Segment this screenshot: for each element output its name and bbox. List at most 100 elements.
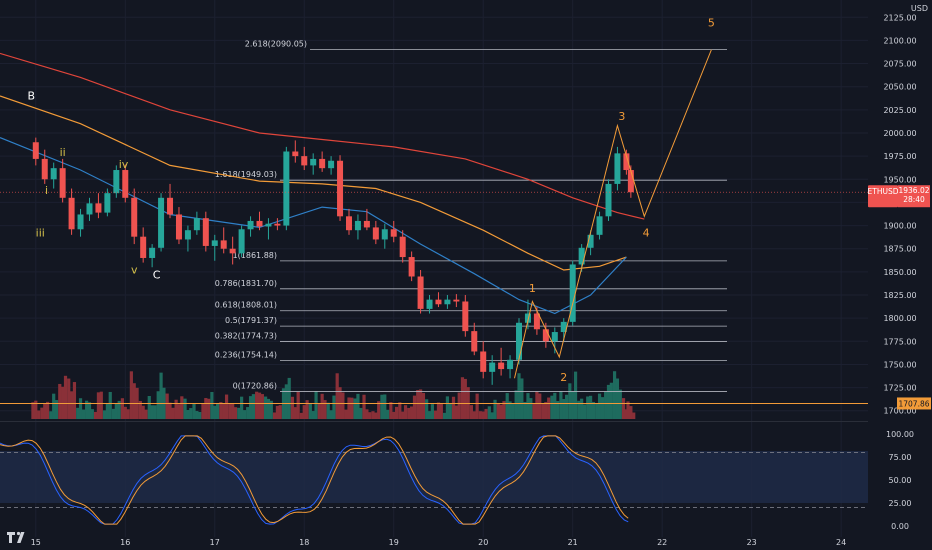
volume-bar (425, 399, 429, 419)
candle-body (265, 223, 272, 227)
candle-body (533, 313, 540, 330)
volume-bar (192, 403, 196, 419)
volume-bar (207, 398, 211, 419)
volume-bar (317, 402, 321, 419)
volume-bar (621, 398, 626, 419)
volume-bar (421, 392, 426, 419)
volume-bar (144, 409, 148, 419)
volume-bar (341, 392, 345, 419)
price-tick-label: 2000.00 (883, 129, 916, 138)
volume-bar (365, 409, 369, 419)
candle-body (158, 197, 165, 248)
candle-body (32, 142, 39, 159)
price-tick-label: 1900.00 (883, 222, 916, 231)
candle-body (301, 156, 308, 166)
volume-bar (529, 398, 533, 419)
volume-bar (544, 402, 548, 419)
volume-bar (90, 409, 94, 419)
candle-body (68, 197, 75, 230)
candle-body (77, 214, 84, 230)
volume-bar (275, 405, 280, 419)
volume-bar (427, 411, 432, 419)
volume-bar (499, 404, 503, 419)
volume-bar (538, 393, 542, 419)
volume-bar (332, 395, 336, 419)
volume-bar (108, 391, 112, 419)
price-tick-label: 1700.00 (883, 407, 916, 416)
axes: 2125.002100.002075.002050.002025.002000.… (31, 13, 917, 547)
candle-body (86, 203, 93, 215)
volume-bar (105, 403, 109, 419)
volume-bar (210, 391, 214, 419)
volume-bar (439, 403, 443, 419)
volume-bar (344, 409, 348, 419)
volume-bar (436, 402, 441, 419)
time-tick-label: 20 (478, 538, 488, 547)
volume-bar (618, 389, 622, 419)
volume-bar (242, 410, 247, 419)
candle-body (551, 332, 558, 342)
volume-bar (586, 396, 590, 419)
time-tick-label: 19 (389, 538, 399, 547)
volume-bar (99, 391, 103, 419)
candle-body (390, 229, 397, 237)
volume-bar (40, 407, 44, 419)
candle-body (471, 331, 478, 352)
volume-bar (460, 377, 465, 419)
wave-label: i (45, 184, 48, 197)
volume-bar (272, 412, 277, 419)
volume-bar (204, 398, 208, 419)
volume-bar (257, 392, 262, 419)
volume-bar (565, 394, 569, 419)
time-tick-label: 22 (657, 538, 667, 547)
price-box (898, 185, 930, 208)
volume-bar (61, 386, 65, 419)
candle-body (283, 151, 290, 226)
volume-bar (526, 393, 530, 419)
volume-bar (111, 408, 116, 419)
volume-bar (573, 371, 578, 419)
volume-bar (541, 403, 545, 419)
wave-label: v (131, 264, 138, 277)
volume-bar (126, 409, 130, 419)
fib-label: 0(1720.86) (233, 381, 277, 390)
volume-bar (347, 397, 351, 419)
volume-bar (180, 396, 184, 419)
time-tick-label: 18 (299, 538, 309, 547)
candle-body (489, 362, 496, 372)
price-tick-label: 2025.00 (883, 106, 916, 115)
volume-bar (224, 394, 229, 419)
volume-bar (159, 372, 163, 419)
volume-bar (392, 411, 396, 419)
volume-bar (632, 412, 636, 419)
volume-bar (171, 407, 175, 419)
volume-bar (43, 403, 47, 419)
candle-body (59, 168, 66, 198)
volume-bar (49, 411, 53, 419)
volume-bar (114, 403, 118, 419)
wave-label: 3 (618, 110, 625, 123)
volume-bar (78, 398, 83, 419)
oscillator-tick-label: 50.00 (889, 476, 912, 485)
candle-body (140, 236, 147, 258)
time-tick-label: 24 (836, 538, 846, 547)
oscillator-tick-label: 75.00 (889, 453, 912, 462)
candle-body (175, 214, 182, 240)
volume-bar (183, 398, 187, 419)
volume-bar (604, 391, 608, 419)
volume-bar (314, 391, 318, 419)
volume-bar (517, 373, 521, 419)
candle-body (507, 359, 514, 370)
volume-bar (403, 405, 408, 419)
volume-bar (58, 383, 62, 419)
volume-bar (559, 391, 563, 419)
candle-body (202, 218, 209, 246)
volume-bar (451, 396, 456, 419)
volume-bar (147, 395, 151, 419)
volume-bar (290, 396, 295, 419)
price-tick-label: 2100.00 (883, 36, 916, 45)
candle-body (256, 220, 263, 227)
volume-bar (216, 403, 220, 419)
price-tick-label: 1775.00 (883, 337, 916, 346)
volume-bar (174, 399, 178, 419)
